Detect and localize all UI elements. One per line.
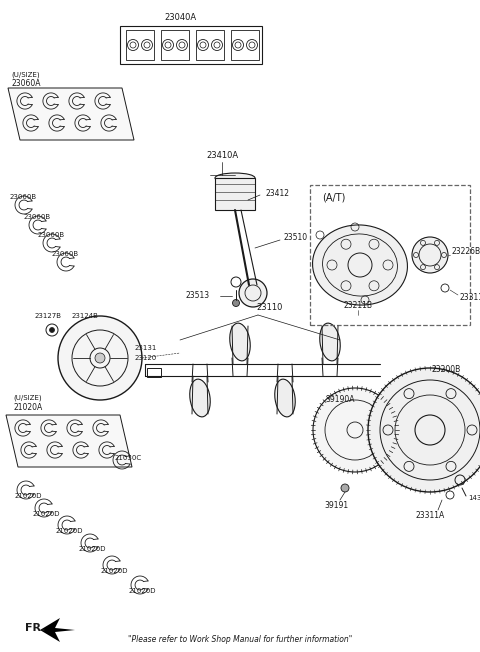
Text: 21020D: 21020D [32, 511, 60, 517]
Polygon shape [40, 618, 75, 642]
Text: 23200B: 23200B [432, 366, 461, 374]
Text: 21020D: 21020D [128, 588, 156, 594]
Text: 23410A: 23410A [206, 151, 238, 160]
Text: 23120: 23120 [135, 355, 157, 361]
Text: 21020D: 21020D [55, 528, 83, 534]
Text: 21030C: 21030C [114, 455, 142, 461]
Bar [120, 26, 262, 64]
Bar [147, 368, 161, 377]
Circle shape [412, 237, 448, 273]
Text: 39191: 39191 [324, 501, 348, 509]
Text: 23131: 23131 [135, 345, 157, 351]
Text: 23060B: 23060B [38, 232, 65, 238]
Bar [215, 178, 255, 210]
Text: 23211B: 23211B [344, 301, 372, 310]
Circle shape [368, 368, 480, 492]
Bar [161, 30, 189, 60]
Bar [310, 185, 470, 325]
Ellipse shape [312, 225, 408, 305]
Circle shape [49, 327, 55, 333]
Circle shape [313, 388, 397, 472]
Text: (U/SIZE): (U/SIZE) [12, 72, 40, 78]
Text: 23060B: 23060B [24, 214, 51, 220]
Text: 23513: 23513 [186, 291, 210, 301]
Text: 23060A: 23060A [11, 78, 41, 87]
Ellipse shape [190, 379, 210, 417]
Text: 23060B: 23060B [52, 251, 79, 257]
Bar [126, 30, 154, 60]
Circle shape [239, 279, 267, 307]
Text: 21020D: 21020D [100, 568, 128, 574]
Text: "Please refer to Work Shop Manual for further information": "Please refer to Work Shop Manual for fu… [128, 636, 352, 644]
Bar [231, 30, 259, 60]
Text: (A/T): (A/T) [322, 192, 346, 202]
Polygon shape [8, 88, 134, 140]
Text: 39190A: 39190A [325, 396, 355, 404]
Text: 23124B: 23124B [72, 313, 98, 319]
Text: 23311A: 23311A [415, 511, 444, 520]
Bar [196, 30, 224, 60]
Circle shape [232, 299, 240, 306]
Text: 23510: 23510 [283, 233, 307, 243]
Circle shape [58, 316, 142, 400]
Ellipse shape [320, 323, 340, 361]
Text: 23040A: 23040A [164, 14, 196, 23]
Text: 21020A: 21020A [13, 402, 43, 411]
Text: 23110: 23110 [257, 303, 283, 312]
Ellipse shape [215, 173, 255, 183]
Text: 21020D: 21020D [78, 546, 106, 552]
Text: 23060B: 23060B [10, 194, 37, 200]
Circle shape [341, 484, 349, 492]
Text: 1430JE: 1430JE [468, 495, 480, 501]
Ellipse shape [275, 379, 295, 417]
Text: 23226B: 23226B [452, 248, 480, 256]
Text: (U/SIZE): (U/SIZE) [14, 394, 42, 401]
Polygon shape [6, 415, 132, 467]
Text: 23127B: 23127B [35, 313, 61, 319]
Text: 23311B: 23311B [460, 293, 480, 303]
Text: 21020D: 21020D [14, 493, 42, 499]
Ellipse shape [230, 323, 250, 361]
Text: FR.: FR. [25, 623, 46, 633]
Text: 23412: 23412 [265, 188, 289, 198]
Circle shape [95, 353, 105, 363]
